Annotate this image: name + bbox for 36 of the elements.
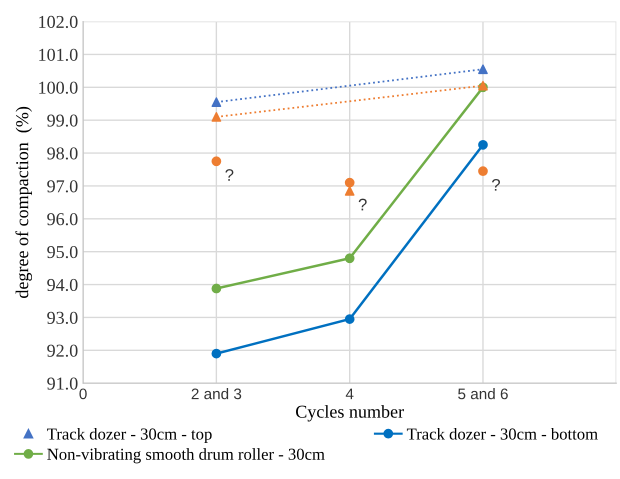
x-tick-label: 5 and 6 <box>458 388 508 400</box>
point <box>212 156 222 166</box>
annotation: ? <box>358 198 367 210</box>
y-tick-label: 95.0 <box>47 246 78 258</box>
point <box>212 348 222 358</box>
y-axis-title: degree of compaction (%) <box>15 106 32 298</box>
y-tick-label: 92.0 <box>47 344 78 357</box>
point <box>478 64 488 74</box>
x-axis-title: Cycles number <box>296 405 404 422</box>
annotation: ? <box>492 178 500 191</box>
point <box>212 97 222 107</box>
x-tick-label: 2 and 3 <box>192 388 242 400</box>
y-tick-label: 91.0 <box>47 377 78 390</box>
legend-label: Track dozer - 30cm - bottom <box>406 428 598 440</box>
x-tick-label: 0 <box>79 388 87 400</box>
y-tick-label: 93.0 <box>47 312 78 324</box>
point <box>212 284 222 294</box>
y-tick-label: 102.0 <box>39 16 78 28</box>
legend-label: Track dozer - 30cm - top <box>47 428 212 444</box>
y-tick-label: 100.0 <box>39 82 78 94</box>
point <box>344 314 355 324</box>
point <box>344 178 355 188</box>
annotation: ? <box>225 169 234 181</box>
y-tick-label: 97.0 <box>47 180 78 192</box>
y-tick-label: 94.0 <box>47 278 78 292</box>
y-tick-label: 98.0 <box>47 147 78 160</box>
legend-label: Non-vibrating smooth drum roller - 30cm <box>47 448 325 464</box>
point <box>344 186 355 196</box>
point <box>344 253 355 264</box>
point <box>212 112 222 122</box>
point <box>478 166 488 176</box>
y-tick-label: 101.0 <box>39 48 78 61</box>
y-tick-label: 96.0 <box>47 213 78 226</box>
x-tick-label: 4 <box>346 388 354 400</box>
point <box>478 140 488 150</box>
y-tick-label: 99.0 <box>47 114 78 127</box>
